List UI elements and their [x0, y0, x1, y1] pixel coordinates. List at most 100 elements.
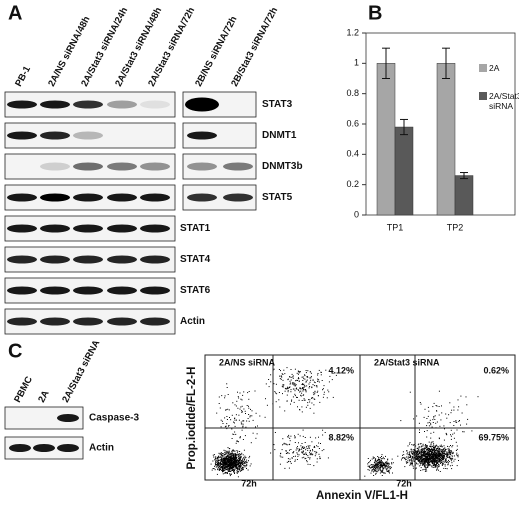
event-dot [292, 377, 294, 379]
event-dot [232, 469, 233, 471]
event-dot [437, 457, 438, 459]
event-dot [287, 436, 289, 438]
event-dot [373, 469, 375, 471]
event-dot [429, 451, 431, 453]
event-dot [231, 450, 233, 452]
event-dot [422, 453, 424, 455]
blot-band [107, 193, 137, 202]
event-dot [425, 444, 427, 446]
event-dot [314, 446, 316, 448]
event-dot [417, 457, 419, 459]
event-dot [236, 465, 238, 467]
event-dot [457, 399, 459, 401]
event-dot [426, 430, 428, 432]
event-dot [381, 470, 383, 472]
event-dot [442, 455, 444, 457]
event-dot [235, 442, 237, 444]
event-dot [422, 451, 424, 453]
quadrant-percent: 69.75% [478, 432, 509, 442]
event-dot [374, 460, 376, 462]
event-dot [219, 465, 221, 467]
event-dot [228, 470, 230, 472]
event-dot [380, 459, 382, 461]
event-dot [229, 454, 231, 456]
event-dot [231, 455, 233, 457]
event-dot [229, 462, 231, 464]
event-dot [224, 472, 226, 474]
event-dot [413, 452, 415, 453]
event-dot [431, 456, 433, 458]
event-dot [317, 395, 319, 397]
event-dot [418, 453, 420, 455]
event-dot [436, 454, 438, 456]
event-dot [303, 386, 305, 388]
event-dot [234, 466, 236, 468]
event-dot [230, 454, 232, 456]
event-dot [438, 390, 440, 392]
event-dot [288, 387, 290, 389]
event-dot [313, 394, 315, 396]
event-dot [435, 461, 437, 463]
event-dot [278, 399, 280, 401]
event-dot [419, 452, 421, 453]
error-bar [400, 118, 408, 136]
event-dot [438, 469, 439, 471]
event-dot [311, 387, 313, 389]
event-dot [455, 441, 457, 443]
event-dot [308, 387, 310, 389]
event-dot [456, 455, 458, 457]
event-dot [430, 460, 432, 462]
event-dot [240, 421, 242, 423]
event-dot [227, 458, 229, 460]
event-dot [235, 464, 237, 466]
event-dot [216, 412, 218, 414]
event-dot [238, 464, 240, 466]
protein-label: DNMT1 [262, 130, 297, 141]
event-dot [442, 457, 443, 458]
event-dot [303, 378, 305, 380]
event-dot [449, 422, 451, 424]
event-dot [435, 461, 437, 463]
event-dot [450, 429, 452, 431]
blot-band [73, 286, 103, 295]
blot-band [7, 317, 37, 326]
event-dot [439, 425, 441, 427]
blot-band [187, 131, 217, 140]
event-dot [418, 443, 420, 445]
event-dot [368, 462, 370, 464]
event-dot [220, 452, 222, 454]
event-dot [284, 410, 286, 412]
event-dot [423, 451, 425, 453]
event-dot [446, 434, 448, 436]
event-dot [232, 470, 234, 471]
event-dot [225, 463, 227, 465]
event-dot [447, 462, 449, 464]
event-dot [375, 465, 377, 467]
event-dot [379, 467, 381, 469]
event-dot [251, 410, 253, 412]
event-dot [383, 472, 384, 474]
event-dot [291, 373, 293, 375]
event-dot [231, 438, 233, 439]
event-dot [299, 387, 301, 389]
event-dot [309, 464, 311, 465]
event-dot [239, 470, 241, 472]
event-dot [281, 376, 283, 378]
event-dot [327, 457, 329, 459]
event-dot [431, 466, 433, 468]
event-dot [241, 412, 243, 413]
event-dot [239, 451, 241, 452]
event-dot [282, 386, 284, 388]
event-dot [224, 426, 226, 428]
event-dot [371, 469, 373, 471]
event-dot [305, 457, 307, 459]
event-dot [415, 454, 417, 456]
event-dot [242, 460, 244, 462]
event-dot [319, 457, 321, 459]
event-dot [244, 463, 246, 465]
event-dot [413, 444, 415, 446]
event-dot [427, 459, 429, 461]
event-dot [429, 456, 431, 458]
event-dot [422, 457, 424, 459]
